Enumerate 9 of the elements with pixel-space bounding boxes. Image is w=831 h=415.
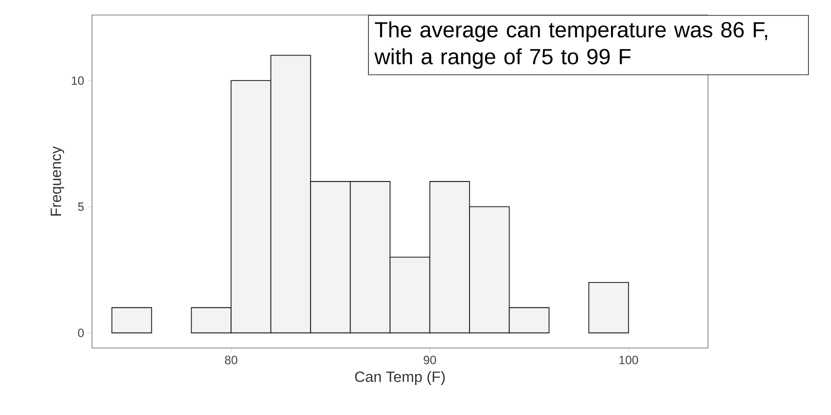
x-tick-label: 100 [619,356,638,364]
x-tick-label: 80 [224,356,238,364]
x-tick-label: 90 [424,356,436,364]
annotation: The average can temperature was 86 F, with a range of 75 to 99 F [374,21,768,69]
y-tick-label: 10 [72,76,84,85]
y-tick-label: 5 [78,202,84,211]
y-tick-label: 0 [78,328,84,338]
y-axis-title: Frequency [50,146,64,216]
x-axis-title: Can Temp (F) [355,371,445,385]
